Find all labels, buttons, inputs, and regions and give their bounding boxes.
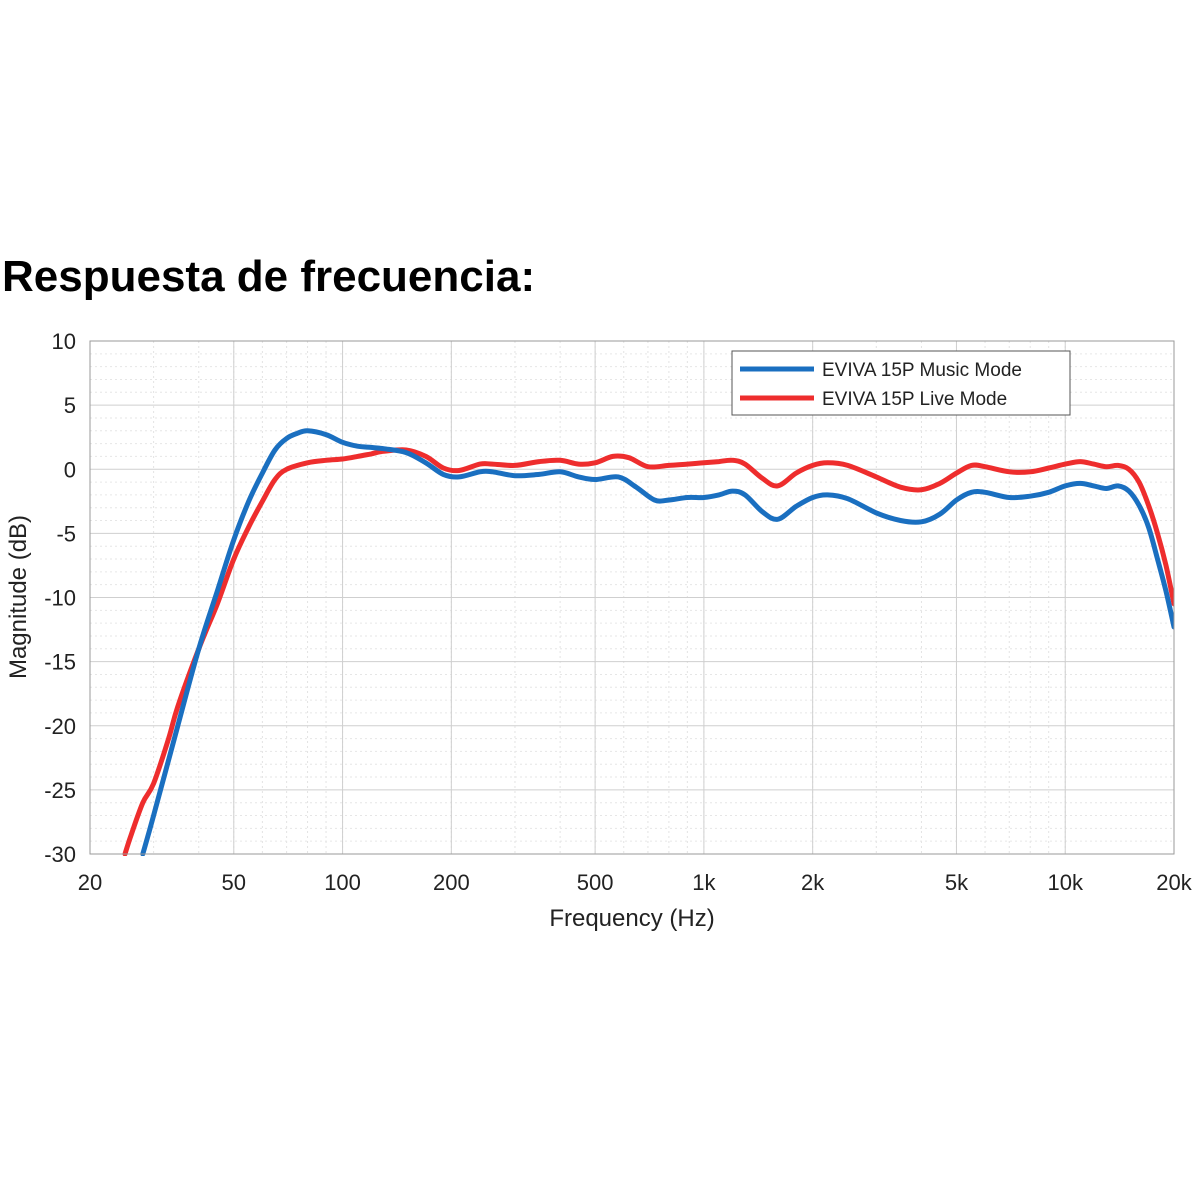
y-tick-labels: 10 5 0 -5 -10 -15 -20 -25 -30 (44, 329, 76, 867)
y-tick-label: -20 (44, 714, 76, 739)
legend-box (731, 350, 1071, 416)
x-tick-label: 20k (1156, 870, 1192, 895)
x-tick-label: 200 (433, 870, 470, 895)
series-layer (122, 428, 1174, 856)
x-tick-label: 1k (692, 870, 716, 895)
y-tick-label: 5 (64, 393, 76, 418)
legend-label-music-mode: EVIVA 15P Music Mode (822, 360, 1022, 381)
y-tick-label: -30 (44, 842, 76, 867)
y-tick-label: -25 (44, 778, 76, 803)
series-line-live-mode (122, 447, 1174, 856)
y-tick-label: -10 (44, 586, 76, 611)
x-tick-label: 10k (1047, 870, 1083, 895)
y-tick-label: -15 (44, 650, 76, 675)
series-line-music-mode (140, 428, 1174, 856)
x-tick-label: 100 (324, 870, 361, 895)
y-tick-label: -5 (56, 521, 76, 546)
x-tick-label: 2k (801, 870, 825, 895)
y-tick-label: 10 (52, 329, 76, 354)
x-tick-label: 50 (222, 870, 246, 895)
y-axis-label: Magnitude (dB) (5, 515, 32, 679)
x-tick-label: 20 (78, 870, 102, 895)
legend-label-live-mode: EVIVA 15P Live Mode (822, 389, 1007, 410)
x-axis-label: Frequency (Hz) (549, 905, 714, 932)
plot-frame (89, 340, 1175, 855)
x-tick-label: 500 (577, 870, 614, 895)
y-tick-label: 0 (64, 457, 76, 482)
x-tick-labels: 20 50 100 200 500 1k 2k 5k 10k 20k (78, 870, 1193, 895)
x-tick-label: 5k (945, 870, 969, 895)
legend: EVIVA 15P Music Mode EVIVA 15P Live Mode (731, 350, 1071, 416)
page-title: Respuesta de frecuencia: (2, 252, 536, 301)
